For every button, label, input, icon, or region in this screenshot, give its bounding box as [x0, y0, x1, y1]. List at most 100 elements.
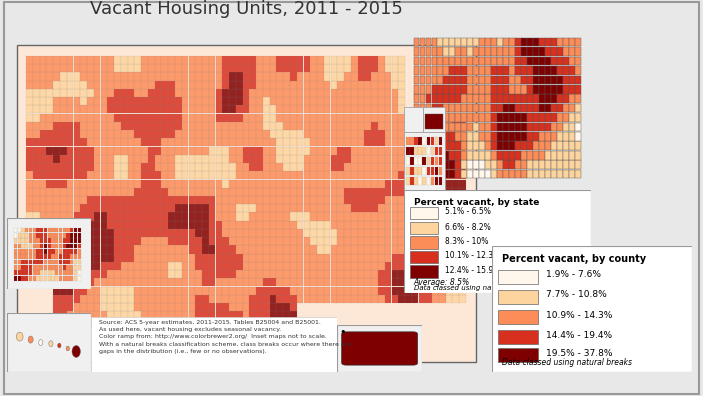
Bar	[53, 138, 60, 147]
Bar	[276, 213, 283, 221]
Bar	[162, 56, 168, 64]
Bar	[344, 287, 351, 295]
Bar	[534, 47, 538, 56]
Bar	[364, 254, 371, 262]
Bar	[364, 155, 371, 163]
Bar	[229, 311, 236, 320]
Bar	[53, 163, 60, 171]
Bar	[39, 163, 46, 171]
Bar	[148, 97, 155, 105]
Bar	[413, 38, 419, 46]
Bar	[195, 81, 202, 89]
Bar	[162, 254, 168, 262]
Bar	[60, 97, 67, 105]
Bar	[371, 295, 378, 303]
Bar	[479, 141, 485, 150]
Bar	[276, 138, 283, 147]
Bar	[121, 254, 127, 262]
Bar	[155, 188, 161, 196]
Bar	[358, 56, 364, 64]
Bar	[427, 167, 430, 175]
Bar	[510, 38, 515, 46]
Bar	[67, 237, 73, 245]
Bar	[134, 105, 141, 114]
Bar	[182, 237, 188, 245]
Bar	[456, 57, 461, 65]
Bar	[385, 130, 392, 138]
Bar	[182, 155, 188, 163]
Bar	[21, 265, 25, 270]
Bar	[364, 97, 371, 105]
Bar	[473, 113, 479, 122]
Bar	[297, 270, 304, 278]
Bar	[378, 155, 385, 163]
Bar	[182, 89, 188, 97]
Bar	[270, 130, 276, 138]
Bar	[175, 229, 181, 237]
Bar	[222, 163, 229, 171]
Bar	[182, 328, 188, 336]
Bar	[467, 57, 473, 65]
Bar	[236, 89, 243, 97]
Bar	[392, 221, 398, 229]
Bar	[290, 237, 297, 245]
Bar	[425, 151, 431, 160]
Bar	[141, 246, 148, 253]
Bar	[399, 89, 405, 97]
Bar	[304, 278, 310, 286]
Bar	[51, 270, 55, 275]
Bar	[515, 57, 521, 65]
Bar	[202, 254, 209, 262]
Bar	[128, 213, 134, 221]
Bar	[40, 228, 44, 232]
Bar	[236, 204, 243, 212]
Bar	[539, 141, 545, 150]
Bar	[162, 204, 168, 212]
Bar	[358, 147, 364, 155]
Bar	[236, 171, 243, 179]
Bar	[546, 57, 550, 65]
Bar	[148, 328, 155, 336]
Bar	[432, 278, 439, 286]
Ellipse shape	[28, 336, 33, 343]
Bar	[141, 105, 148, 114]
Bar	[175, 303, 181, 311]
Bar	[425, 57, 431, 65]
Bar	[256, 213, 263, 221]
Bar	[290, 97, 297, 105]
Bar	[534, 132, 538, 141]
Bar	[310, 179, 317, 188]
Bar	[270, 262, 276, 270]
Bar	[425, 163, 432, 171]
Bar	[168, 64, 175, 72]
Bar	[74, 188, 80, 196]
Bar	[410, 177, 414, 185]
Bar	[188, 171, 195, 179]
Bar	[263, 188, 269, 196]
Bar	[51, 260, 55, 265]
Bar	[539, 113, 545, 122]
Bar	[473, 57, 479, 65]
Bar	[461, 66, 467, 75]
Bar	[29, 249, 32, 254]
Bar	[182, 295, 188, 303]
Bar	[195, 196, 202, 204]
Bar	[229, 336, 236, 344]
Bar	[297, 122, 304, 130]
Bar	[250, 320, 256, 327]
Bar	[297, 81, 304, 89]
Bar	[256, 72, 263, 80]
Bar	[290, 221, 297, 229]
Bar	[256, 278, 263, 286]
Bar	[141, 204, 148, 212]
Bar	[461, 141, 467, 150]
Bar	[14, 249, 17, 254]
Bar	[410, 157, 414, 165]
Bar	[222, 56, 229, 64]
Bar	[53, 147, 60, 155]
Bar	[26, 56, 33, 64]
Bar	[317, 270, 323, 278]
Bar	[87, 204, 93, 212]
Bar	[371, 130, 378, 138]
Bar	[304, 171, 310, 179]
